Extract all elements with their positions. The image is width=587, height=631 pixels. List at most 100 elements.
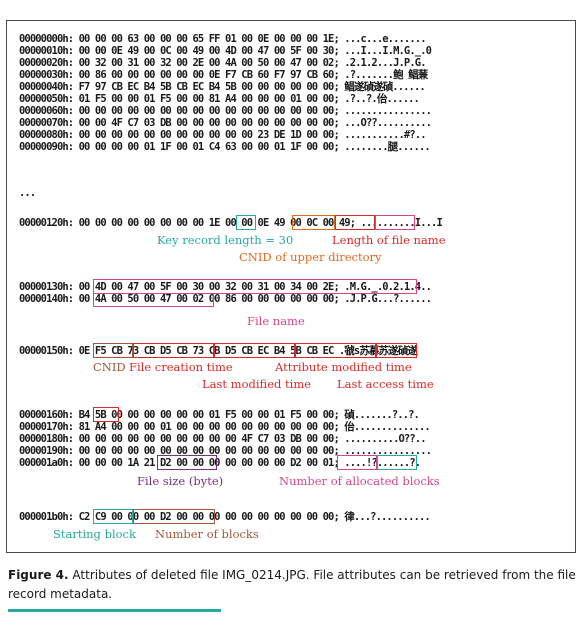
hex-offset: 00000130h: <box>19 281 74 293</box>
hex-ascii: ...........#?.. <box>344 129 426 141</box>
key-record-length-label: Key record length = 30 <box>157 233 294 247</box>
hex-offset: 00000060h: <box>19 105 74 117</box>
hex-ascii: .?..?.佁...... <box>344 93 420 105</box>
hex-offset: 00000010h: <box>19 45 74 57</box>
cnid-upper-highlight <box>292 215 335 230</box>
hex-ascii: 佁.............. <box>344 421 430 433</box>
last-access-time-highlight <box>376 343 417 358</box>
cnid-label: CNID <box>93 360 126 374</box>
figure-label: Figure 4. <box>8 568 69 582</box>
hex-row: 00000040h: F7 97 CB EC B4 5B CB EC B4 5B… <box>19 81 426 93</box>
file-creation-time-highlight <box>133 343 214 358</box>
hex-ascii: ...O??.......... <box>344 117 432 129</box>
hex-row: 00000000h: 00 00 00 63 00 00 00 65 FF 01… <box>19 33 427 45</box>
file-name-label: File name <box>247 314 305 328</box>
attribute-modified-time-highlight <box>295 343 376 358</box>
key-record-length-highlight <box>236 215 256 230</box>
file-name-start-highlight <box>375 215 415 230</box>
hex-row: 00000180h: 00 00 00 00 00 00 00 00 00 00… <box>19 433 427 445</box>
hex-row: 00000010h: 00 00 0E 49 00 0C 00 49 00 4D… <box>19 45 432 57</box>
hex-offset: 00000070h: <box>19 117 74 129</box>
cnid-upper-label: CNID of upper directory <box>239 250 382 264</box>
hex-ascii: ..........O??.. <box>344 433 426 445</box>
number-of-blocks-label: Number of blocks <box>155 527 259 541</box>
last-modified-time-label: Last modified time <box>202 377 312 391</box>
allocated-blocks-highlight <box>337 455 377 470</box>
hex-dump-figure: 00000000h: 00 00 00 63 00 00 00 65 FF 01… <box>6 20 576 553</box>
hex-offset: 00000150h: <box>19 345 74 357</box>
hex-offset: 00000090h: <box>19 141 74 153</box>
caption-underline <box>8 609 221 612</box>
hex-row: 000001a0h: 00 00 00 1A 21 D2 00 00 00 00… <box>19 457 421 469</box>
hex-offset: 00000190h: <box>19 445 74 457</box>
hex-offset: 00000050h: <box>19 93 74 105</box>
hex-offset: 00000000h: <box>19 33 74 45</box>
file-name-highlight-row1 <box>93 279 417 294</box>
hex-ascii: .虢s苏慕苏遂碵遂 <box>338 345 418 357</box>
hex-offset: 00000120h: <box>19 217 74 229</box>
hex-ascii: ...c...e....... <box>344 33 426 45</box>
hex-ascii: ..........I...I <box>360 217 443 229</box>
length-of-file-name-highlight <box>335 215 375 230</box>
hex-bytes: 00 00 00 63 00 00 00 65 FF 01 00 0E 00 0… <box>78 33 340 45</box>
hex-bytes: 00 4D 00 47 00 5F 00 30 00 32 00 31 00 3… <box>78 281 340 293</box>
figure-caption-text: Attributes of deleted file IMG_0214.JPG.… <box>8 568 576 601</box>
hex-row: 00000050h: 01 F5 00 00 01 F5 00 00 81 A4… <box>19 93 420 105</box>
hex-ascii: 碵.......?..?. <box>344 409 420 421</box>
hex-row: 00000070h: 00 00 4F C7 03 DB 00 00 00 00… <box>19 117 432 129</box>
hex-offset: 00000030h: <box>19 69 74 81</box>
hex-ascii: ........腿...... <box>344 141 430 153</box>
hex-row: 00000140h: 00 4A 00 50 00 47 00 02 00 86… <box>19 293 432 305</box>
hex-row: 00000160h: B4 5B 00 00 00 00 00 00 01 F5… <box>19 409 420 421</box>
number-of-blocks-highlight <box>133 509 215 524</box>
hex-row: 000001b0h: C2 C9 00 00 00 D2 00 00 00 00… <box>19 511 431 523</box>
cnid-highlight <box>93 343 133 358</box>
file-name-highlight-row2 <box>93 293 214 307</box>
hex-ascii: .2.1.2...J.P.G. <box>344 57 426 69</box>
hex-offset: 00000170h: <box>19 421 74 433</box>
starting-block-label: Starting block <box>53 527 136 541</box>
hex-bytes: 00 00 00 00 00 00 00 00 00 00 00 23 DE 1… <box>78 129 340 141</box>
hex-ascii: .J.P.G...?...... <box>344 293 432 305</box>
file-size-label: File size (byte) <box>137 474 224 488</box>
hex-row: 00000170h: 81 A4 00 00 00 01 00 00 00 00… <box>19 421 431 433</box>
hex-ascii: ....!?......?. <box>344 457 421 469</box>
hex-bytes: 00 86 00 00 00 00 00 00 0E F7 CB 60 F7 9… <box>78 69 340 81</box>
starting-block-highlight <box>93 509 133 524</box>
hex-bytes: 81 A4 00 00 00 01 00 00 00 00 00 00 00 0… <box>78 421 340 433</box>
last-access-time-tail-highlight <box>93 407 119 422</box>
attribute-modified-time-label: Attribute modified time <box>275 360 412 374</box>
hex-bytes: 00 00 00 00 00 00 00 00 00 00 00 00 00 0… <box>78 105 340 117</box>
hex-ascii: 鲳遂碵遂碵...... <box>344 81 425 93</box>
hex-bytes: 00 00 00 00 00 00 00 00 1E 00 00 0E 49 0… <box>78 217 356 229</box>
hex-ascii: .?.......鲍 鲳蒹 <box>344 69 428 81</box>
file-creation-time-label: File creation time <box>129 360 233 374</box>
last-access-time-label: Last access time <box>337 377 434 391</box>
hex-row: 00000120h: 00 00 00 00 00 00 00 00 1E 00… <box>19 217 443 229</box>
hex-bytes: B4 5B 00 00 00 00 00 00 01 F5 00 00 01 F… <box>78 409 340 421</box>
starting-block-tail-highlight <box>377 455 417 470</box>
last-modified-time-highlight <box>214 343 295 358</box>
hex-bytes: 00 00 00 00 00 00 00 00 00 00 4F C7 03 D… <box>78 433 340 445</box>
allocated-blocks-label: Number of allocated blocks <box>279 474 440 488</box>
ellipsis: ... <box>19 187 36 199</box>
hex-offset: 00000180h: <box>19 433 74 445</box>
hex-offset: 000001b0h: <box>19 511 74 523</box>
hex-ascii: ...I...I.M.G._.0 <box>344 45 432 57</box>
hex-offset: 00000040h: <box>19 81 74 93</box>
hex-row: 00000190h: 00 00 00 00 00 00 00 00 00 00… <box>19 445 432 457</box>
hex-ascii: .M.G._.0.2.1.4.. <box>344 281 432 293</box>
hex-bytes: 00 00 0E 49 00 0C 00 49 00 4D 00 47 00 5… <box>78 45 340 57</box>
hex-bytes: 00 00 00 00 01 1F 00 01 C4 63 00 00 01 1… <box>78 141 340 153</box>
hex-row: 00000030h: 00 86 00 00 00 00 00 00 0E F7… <box>19 69 428 81</box>
hex-row: 00000090h: 00 00 00 00 01 1F 00 01 C4 63… <box>19 141 431 153</box>
figure-caption: Figure 4. Attributes of deleted file IMG… <box>8 566 580 604</box>
hex-bytes: 00 4A 00 50 00 47 00 02 00 86 00 00 00 0… <box>78 293 340 305</box>
hex-bytes: 00 00 4F C7 03 DB 00 00 00 00 00 00 00 0… <box>78 117 340 129</box>
hex-bytes: 01 F5 00 00 01 F5 00 00 81 A4 00 00 00 0… <box>78 93 340 105</box>
hex-bytes: 00 32 00 31 00 32 00 2E 00 4A 00 50 00 4… <box>78 57 340 69</box>
hex-ascii: ................ <box>344 445 432 457</box>
hex-offset: 00000020h: <box>19 57 74 69</box>
hex-offset: 00000080h: <box>19 129 74 141</box>
hex-ascii: ................ <box>344 105 432 117</box>
